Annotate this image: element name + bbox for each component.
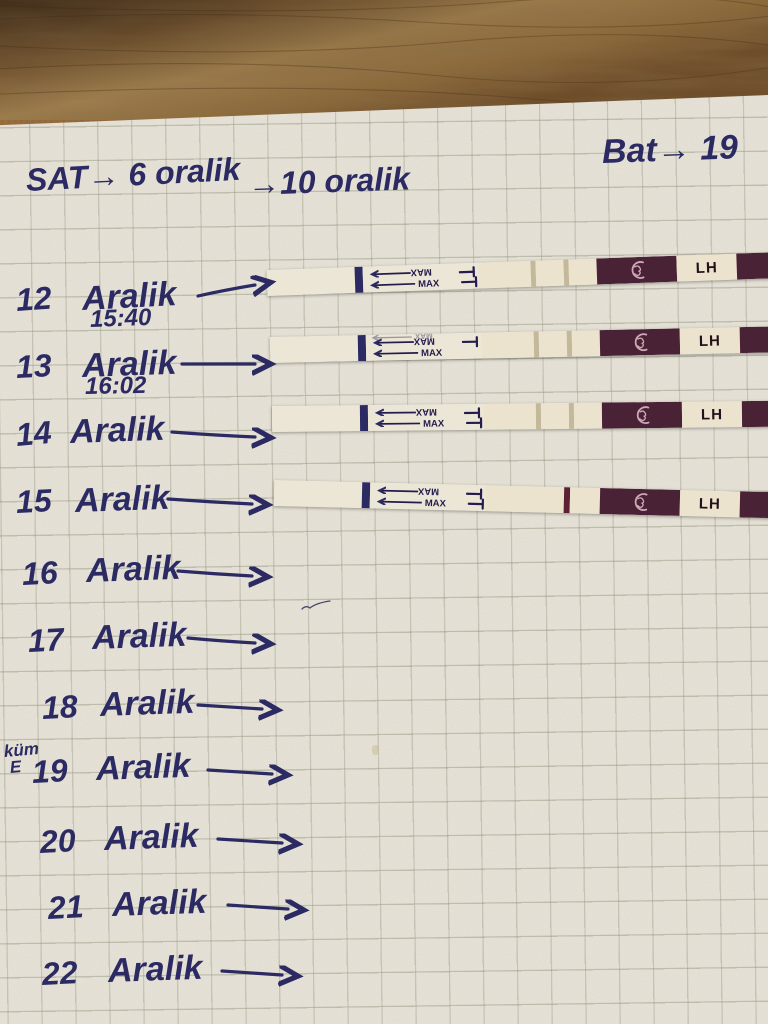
svg-text:MAX: MAX [417,485,439,497]
svg-text:MAX: MAX [423,418,445,429]
svg-text:MAX: MAX [425,498,447,510]
svg-text:MAX: MAX [413,335,435,346]
svg-text:MAX: MAX [410,266,432,278]
svg-text:MAX: MAX [418,278,440,290]
svg-text:MAX: MAX [421,348,443,359]
svg-text:MAX: MAX [415,406,437,417]
